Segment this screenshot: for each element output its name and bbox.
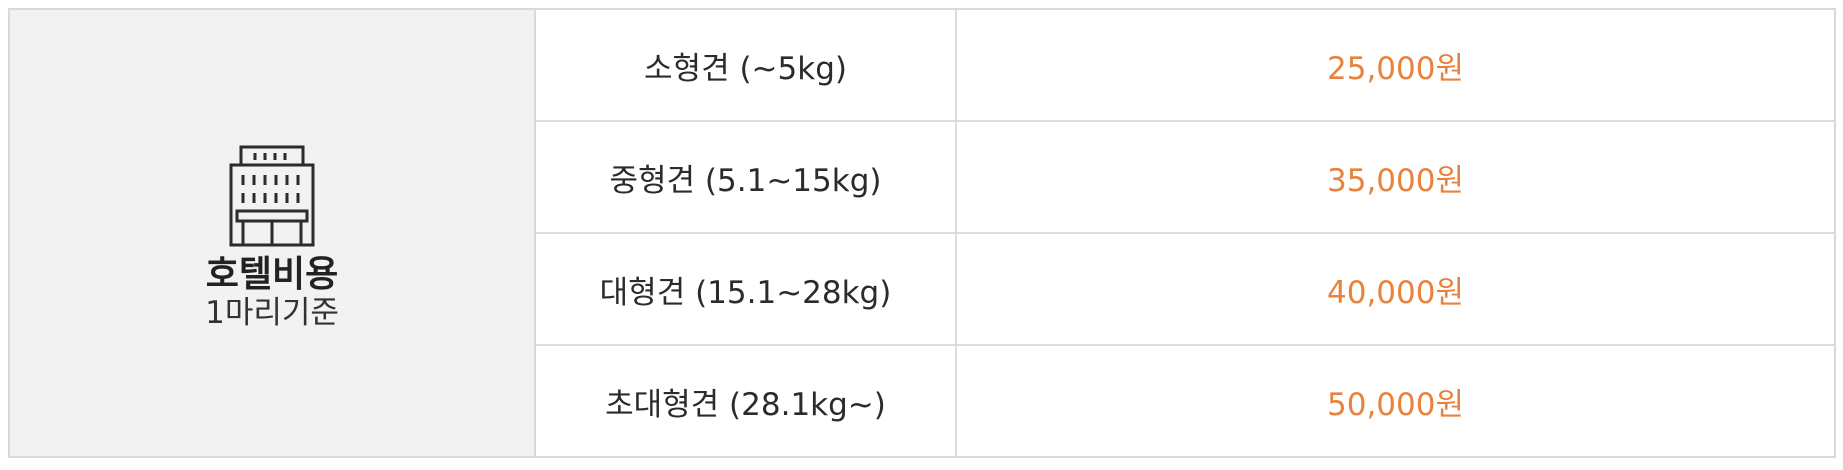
- building-icon: [229, 145, 315, 247]
- size-label: 초대형견 (28.1kg~): [536, 346, 957, 456]
- table-row: 소형견 (~5kg) 25,000원: [536, 10, 1834, 122]
- price-value: 40,000원: [1327, 274, 1464, 311]
- category-cell: 호텔비용 1마리기준: [10, 10, 536, 456]
- category-subtitle: 1마리기준: [205, 295, 339, 331]
- table-row: 대형견 (15.1~28kg) 40,000원: [536, 234, 1834, 346]
- table-row: 초대형견 (28.1kg~) 50,000원: [536, 346, 1834, 456]
- size-label: 소형견 (~5kg): [536, 10, 957, 120]
- size-label: 대형견 (15.1~28kg): [536, 234, 957, 344]
- category-title: 호텔비용: [205, 254, 339, 295]
- price-rows: 소형견 (~5kg) 25,000원 중형견 (5.1~15kg) 35,000…: [536, 10, 1834, 456]
- price-value: 25,000원: [1327, 50, 1464, 87]
- table-row: 중형견 (5.1~15kg) 35,000원: [536, 122, 1834, 234]
- hotel-price-table: 호텔비용 1마리기준 소형견 (~5kg) 25,000원 중형견 (5.1~1…: [8, 8, 1836, 458]
- price-value: 35,000원: [1327, 162, 1464, 199]
- size-label: 중형견 (5.1~15kg): [536, 122, 957, 232]
- price-value: 50,000원: [1327, 386, 1464, 423]
